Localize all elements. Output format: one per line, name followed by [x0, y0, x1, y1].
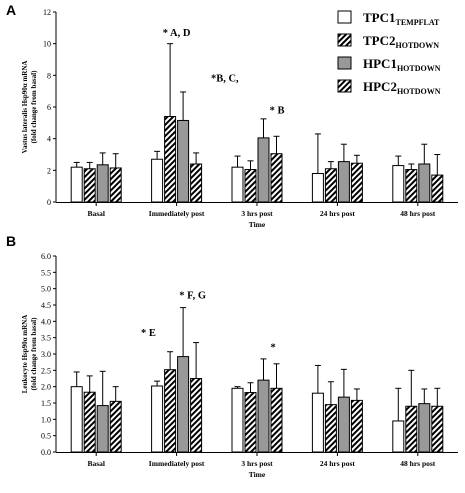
y-tick-label: 2 [47, 166, 51, 175]
y-axis-title-line2: (fold change from basal) [30, 317, 38, 390]
legend-swatch [337, 33, 352, 47]
y-axis-title: Vastus lateralis Hsp90α mRNA [21, 61, 29, 154]
x-tick-label: 24 hrs post [320, 459, 356, 468]
legend-label: HPC2HOTDOWN [363, 79, 441, 96]
y-axis-title: Leukocyte Hsp90α mRNA [21, 315, 29, 394]
bar [311, 392, 324, 453]
y-tick-label: 2.0 [41, 383, 51, 392]
x-tick-label: 24 hrs post [320, 209, 356, 218]
bar [405, 405, 418, 453]
y-tick-label: 5.5 [41, 268, 51, 277]
bar [337, 161, 350, 203]
bar [244, 392, 257, 453]
bar [244, 169, 257, 203]
y-axis-title-line2: (fold change from basal) [30, 70, 38, 143]
bar [324, 404, 337, 453]
y-tick-label: 0 [47, 198, 51, 207]
bar [190, 163, 203, 203]
bar [70, 166, 83, 203]
y-tick-label: 4.0 [41, 317, 51, 326]
bar [392, 420, 405, 453]
bar [311, 173, 324, 203]
bar [257, 379, 270, 453]
panel-a-letter: A [6, 2, 16, 18]
bar [109, 400, 122, 453]
legend-swatch [337, 56, 352, 70]
chart-panel-a: 0 2 4 6 8 10 12 Basal Immediately post 3 hrs post… [21, 8, 458, 229]
x-tick-label: Basal [87, 209, 105, 218]
bar [270, 387, 283, 453]
y-tick-label: 1.5 [41, 399, 51, 408]
y-tick-label: 0.0 [41, 448, 51, 457]
bar [96, 405, 109, 453]
bar [151, 385, 164, 453]
y-tick-label: 5.0 [41, 285, 51, 294]
x-tick-label: 3 hrs post [241, 209, 273, 218]
legend-label: TPC2HOTDOWN [363, 33, 439, 50]
bar [231, 387, 244, 453]
bar [151, 158, 164, 203]
bar [431, 174, 444, 203]
bar [350, 399, 363, 453]
bar [164, 116, 177, 203]
legend-swatch [337, 10, 352, 24]
y-tick-label: 0.5 [41, 432, 51, 441]
x-tick-label: 48 hrs post [400, 209, 436, 218]
x-tick-label: 3 hrs post [241, 459, 273, 468]
x-tick-label: Basal [87, 459, 105, 468]
x-tick-label: Immediately post [149, 459, 205, 468]
bar [324, 168, 337, 203]
y-tick-label: 3.0 [41, 350, 51, 359]
significance-label: *B, C, [211, 74, 239, 85]
bar [418, 163, 431, 203]
significance-label: * A, D [163, 28, 191, 39]
bar [257, 137, 270, 203]
panel-b-letter: B [6, 233, 16, 249]
y-tick-label: 1.0 [41, 415, 51, 424]
significance-label: * [270, 343, 275, 354]
bar [350, 162, 363, 203]
legend-label: HPC1HOTDOWN [363, 56, 441, 73]
y-tick-label: 3.5 [41, 334, 51, 343]
bar [337, 396, 350, 453]
x-axis-title: Time [249, 220, 266, 229]
y-tick-label: 10 [43, 40, 51, 49]
y-tick-label: 6.0 [41, 252, 51, 261]
significance-label: * E [141, 328, 156, 339]
bar [231, 166, 244, 203]
significance-label: * B [270, 105, 285, 116]
bar [405, 169, 418, 203]
x-tick-label: 48 hrs post [400, 459, 436, 468]
y-tick-label: 2.5 [41, 366, 51, 375]
legend-swatch [337, 79, 352, 93]
bar [177, 356, 190, 453]
bar [83, 168, 96, 203]
legend: TPC1TEMPFLAT TPC2HOTDOWN HPC1HOTDOWN HPC2HO… [337, 10, 441, 96]
x-tick-label: Immediately post [149, 209, 205, 218]
bar [96, 164, 109, 203]
bar [70, 386, 83, 453]
significance-label: * F, G [179, 290, 206, 301]
y-tick-label: 12 [43, 8, 51, 17]
y-tick-label: 8 [47, 71, 51, 80]
bar [392, 165, 405, 203]
legend-label: TPC1TEMPFLAT [363, 10, 440, 27]
x-axis-title: Time [249, 470, 266, 479]
y-tick-label: 4 [47, 135, 51, 144]
bar [83, 391, 96, 453]
y-tick-label: 4.5 [41, 301, 51, 310]
bar [190, 378, 203, 453]
bar [109, 167, 122, 203]
bar [418, 403, 431, 453]
bar [270, 153, 283, 203]
bar [164, 369, 177, 453]
bar [431, 405, 444, 453]
chart-panel-b: 0.0 0.5 1.0 1.5 2.0 2.5 3.0 3.5 4.0 4.5 5.0 5.5 6.0 B… [21, 252, 458, 479]
y-tick-label: 6 [47, 103, 51, 112]
bar [177, 119, 190, 203]
